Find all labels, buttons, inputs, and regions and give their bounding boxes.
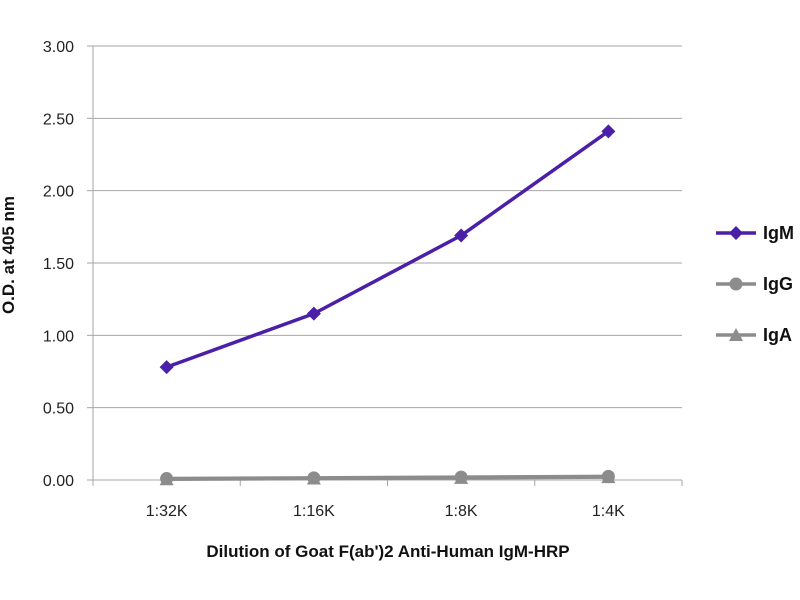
y-tick-label: 0.00 [43,473,74,490]
x-tick-label: 1:8K [445,503,478,520]
legend-item-igg: IgG [716,274,793,294]
data-point [454,470,468,484]
legend-label: IgG [763,274,793,294]
legend-marker [729,277,743,291]
series-lines [159,124,616,486]
legend-marker [729,328,743,341]
legend-item-igm: IgM [716,223,794,243]
legend-item-iga: IgA [716,325,792,345]
x-axis-ticks: 1:32K 1:16K 1:8K 1:4K [146,503,625,520]
x-axis-title: Dilution of Goat F(ab')2 Anti-Human IgM-… [206,542,569,561]
series-line [166,129,610,369]
data-point [601,124,616,139]
y-axis-ticks: 0.00 0.50 1.00 1.50 2.00 2.50 3.00 [43,39,74,490]
gridlines [87,45,683,486]
data-point [601,469,615,483]
legend-label: IgM [763,223,794,243]
legend-marker [729,226,743,240]
legend-label: IgA [763,325,792,345]
data-point [307,471,321,485]
series-line [166,474,609,481]
data-point [306,306,321,321]
legend: IgM IgG IgA [716,223,794,345]
y-tick-label: 3.00 [43,39,74,56]
y-tick-label: 0.50 [43,401,74,418]
y-tick-label: 2.00 [43,184,74,201]
data-point [454,228,469,243]
y-axis-title: O.D. at 405 nm [0,196,18,314]
series-igg [160,469,615,486]
series-igm [159,124,616,375]
x-tick-label: 1:4K [592,503,625,520]
y-tick-label: 1.50 [43,256,74,273]
data-point [159,360,174,375]
y-tick-label: 2.50 [43,111,74,128]
x-tick-label: 1:16K [293,503,335,520]
data-point [160,472,174,486]
x-tick-label: 1:32K [146,503,188,520]
y-tick-label: 1.00 [43,328,74,345]
